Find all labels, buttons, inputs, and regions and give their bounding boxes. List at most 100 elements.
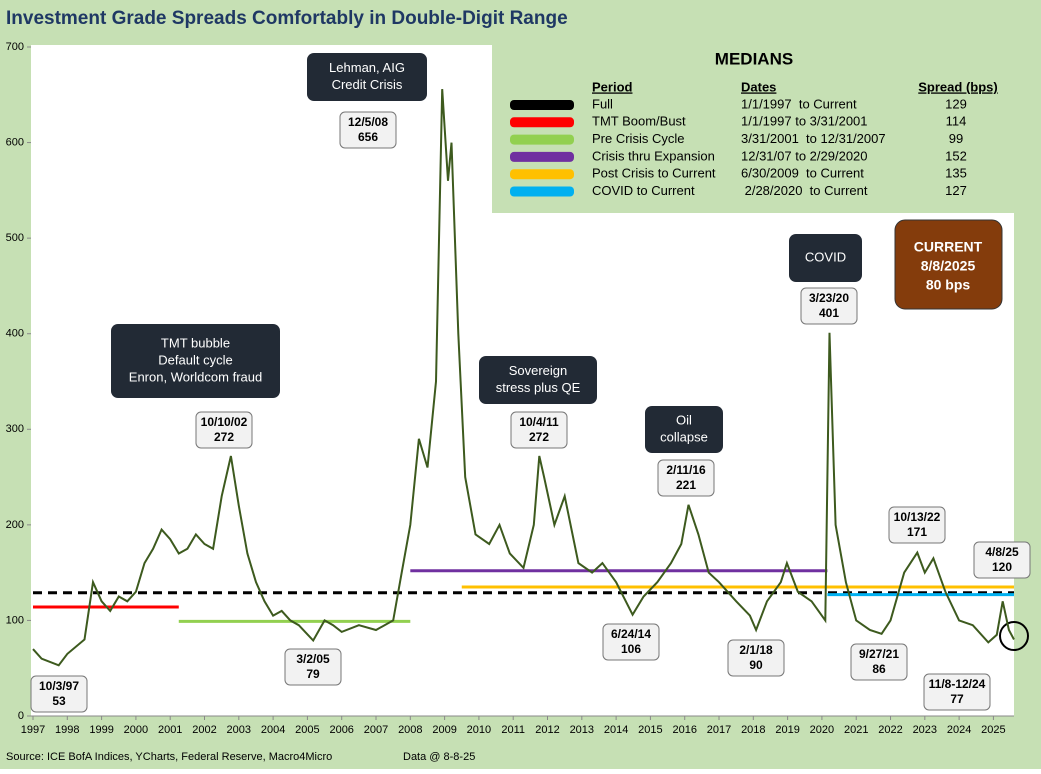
point-label-box: [973, 541, 1031, 579]
callout-text: Sovereign: [509, 363, 568, 378]
callout-box: [307, 53, 427, 101]
median-spread: 129: [945, 96, 967, 111]
x-tick-label: 2010: [467, 724, 491, 736]
point-label-value: 401: [819, 306, 839, 320]
medians-header: Period: [592, 79, 633, 94]
median-spread: 99: [949, 131, 963, 146]
median-spread: 135: [945, 166, 967, 181]
legend-swatch: [510, 151, 574, 162]
point-label-date: 10/4/11: [519, 415, 559, 429]
y-tick-label: 700: [6, 41, 24, 53]
x-tick-label: 2020: [810, 724, 834, 736]
x-tick-label: 2011: [501, 724, 525, 736]
legend-swatch: [510, 186, 574, 197]
median-dates: 3/31/2001 to 12/31/2007: [741, 131, 886, 146]
median-period: Post Crisis to Current: [592, 166, 716, 181]
median-spread: 152: [945, 148, 967, 163]
point-label-value: 221: [676, 478, 696, 492]
x-tick-label: 2022: [878, 724, 902, 736]
x-tick-label: 2004: [261, 724, 285, 736]
median-dates: 12/31/07 to 2/29/2020: [741, 148, 868, 163]
current-text: CURRENT: [914, 239, 983, 255]
point-label-date: 3/23/20: [809, 291, 849, 305]
x-tick-label: 2014: [604, 724, 628, 736]
callout-text: Credit Crisis: [332, 77, 403, 92]
callout-text: collapse: [660, 429, 708, 444]
medians-panel: [492, 40, 1016, 213]
source: Source: ICE BofA Indices, YCharts, Feder…: [6, 751, 332, 763]
point-label-value: 272: [214, 430, 234, 444]
chart-title: Investment Grade Spreads Comfortably in …: [6, 8, 568, 29]
point-label-value: 120: [992, 560, 1012, 574]
point-label-date: 12/5/08: [348, 115, 388, 129]
point-label-box: [923, 673, 991, 711]
x-tick-label: 2017: [707, 724, 731, 736]
point-label-value: 79: [306, 667, 320, 681]
point-label-box: [510, 411, 568, 449]
y-tick-label: 200: [6, 519, 24, 531]
callout-text: Oil: [676, 412, 692, 427]
current-text: 8/8/2025: [921, 258, 976, 274]
point-label-box: [602, 623, 660, 661]
point-label-value: 272: [529, 430, 549, 444]
callout-text: Lehman, AIG: [329, 60, 405, 75]
x-tick-label: 2012: [535, 724, 559, 736]
current-circle: [999, 621, 1029, 651]
median-dates: 1/1/1997 to Current: [741, 96, 857, 111]
x-tick-label: 2007: [364, 724, 388, 736]
point-label-box: [850, 643, 908, 681]
point-label-value: 77: [950, 692, 964, 706]
median-period: COVID to Current: [592, 183, 695, 198]
x-tick-label: 2015: [638, 724, 662, 736]
point-label-value: 171: [907, 525, 927, 539]
point-label-box: [800, 287, 858, 325]
point-label-box: [339, 111, 397, 149]
median-dates: 2/28/2020 to Current: [741, 183, 868, 198]
median-period: Full: [592, 96, 613, 111]
point-label-date: 3/2/05: [296, 652, 330, 666]
median-dates: 6/30/2009 to Current: [741, 166, 864, 181]
x-tick-label: 1997: [21, 724, 45, 736]
callout-box: [645, 406, 723, 453]
point-label-value: 53: [52, 694, 66, 708]
x-tick-label: 2001: [158, 724, 182, 736]
y-tick-label: 100: [6, 614, 24, 626]
point-label-date: 9/27/21: [859, 647, 899, 661]
current-box: [894, 219, 1003, 310]
x-tick-label: 1999: [89, 724, 113, 736]
point-label-date: 2/11/16: [666, 463, 706, 477]
point-label-date: 4/8/25: [985, 545, 1019, 559]
point-label-date: 10/3/97: [39, 679, 79, 693]
median-dates: 1/1/1997 to 3/31/2001: [741, 114, 868, 129]
x-tick-label: 2016: [672, 724, 696, 736]
y-tick-label: 0: [18, 710, 24, 722]
point-label-value: 90: [749, 658, 763, 672]
callout-text: COVID: [805, 249, 846, 264]
point-label-box: [30, 675, 88, 713]
y-tick-label: 500: [6, 232, 24, 244]
callout-box: [789, 234, 862, 282]
x-tick-label: 2000: [124, 724, 148, 736]
legend-swatch: [510, 117, 574, 128]
x-tick-label: 2002: [192, 724, 216, 736]
point-label-box: [727, 639, 785, 677]
spread-line: [32, 89, 1015, 667]
median-period: Crisis thru Expansion: [592, 148, 715, 163]
data-date: Data @ 8-8-25: [403, 751, 475, 763]
x-tick-label: 2021: [844, 724, 868, 736]
callout-text: stress plus QE: [496, 380, 581, 395]
y-tick-label: 400: [6, 328, 24, 340]
callout-text: Default cycle: [158, 352, 232, 367]
y-tick-label: 600: [6, 136, 24, 148]
medians-title: MEDIANS: [715, 49, 793, 68]
point-label-value: 86: [872, 662, 886, 676]
point-label-date: 10/10/02: [201, 415, 248, 429]
point-label-box: [284, 648, 342, 686]
median-spread: 127: [945, 183, 967, 198]
point-label-date: 6/24/14: [611, 627, 651, 641]
x-tick-label: 2025: [981, 724, 1005, 736]
legend-swatch: [510, 169, 574, 180]
legend-swatch: [510, 134, 574, 145]
legend-swatch: [510, 100, 574, 110]
